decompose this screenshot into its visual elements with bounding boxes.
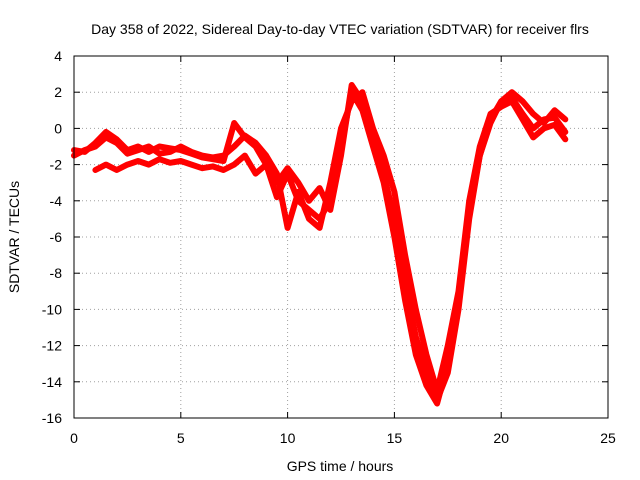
y-tick-label: 4 (54, 48, 62, 64)
y-tick-label: -6 (50, 229, 63, 245)
y-axis-label: SDTVAR / TECUs (6, 181, 22, 293)
grid-lines (74, 56, 608, 418)
y-tick-label: 0 (54, 120, 62, 136)
y-tick-label: -16 (42, 410, 62, 426)
series-line-track-a (71, 82, 569, 403)
chart-title: Day 358 of 2022, Sidereal Day-to-day VTE… (91, 21, 589, 37)
y-tick-label: -8 (50, 265, 63, 281)
series-line-track-c (92, 89, 569, 407)
y-tick-label: -10 (42, 301, 62, 317)
x-tick-label: 15 (387, 430, 403, 446)
x-tick-label: 25 (600, 430, 616, 446)
y-tick-label: -4 (50, 193, 63, 209)
series-line-track-b (71, 89, 569, 394)
x-tick-label: 5 (177, 430, 185, 446)
y-tick-label: -2 (50, 157, 63, 173)
x-tick-label: 0 (70, 430, 78, 446)
axis-ticks: 0 5 10 15 20 25 -16 -14 -12 -10 -8 -6 -4 -2 0 2 4 (42, 48, 616, 446)
y-tick-label: -12 (42, 338, 62, 354)
x-tick-label: 20 (493, 430, 509, 446)
y-tick-label: 2 (54, 84, 62, 100)
series-layer (71, 82, 569, 407)
y-tick-label: -14 (42, 374, 62, 390)
x-tick-label: 10 (280, 430, 296, 446)
x-axis-label: GPS time / hours (287, 458, 394, 474)
